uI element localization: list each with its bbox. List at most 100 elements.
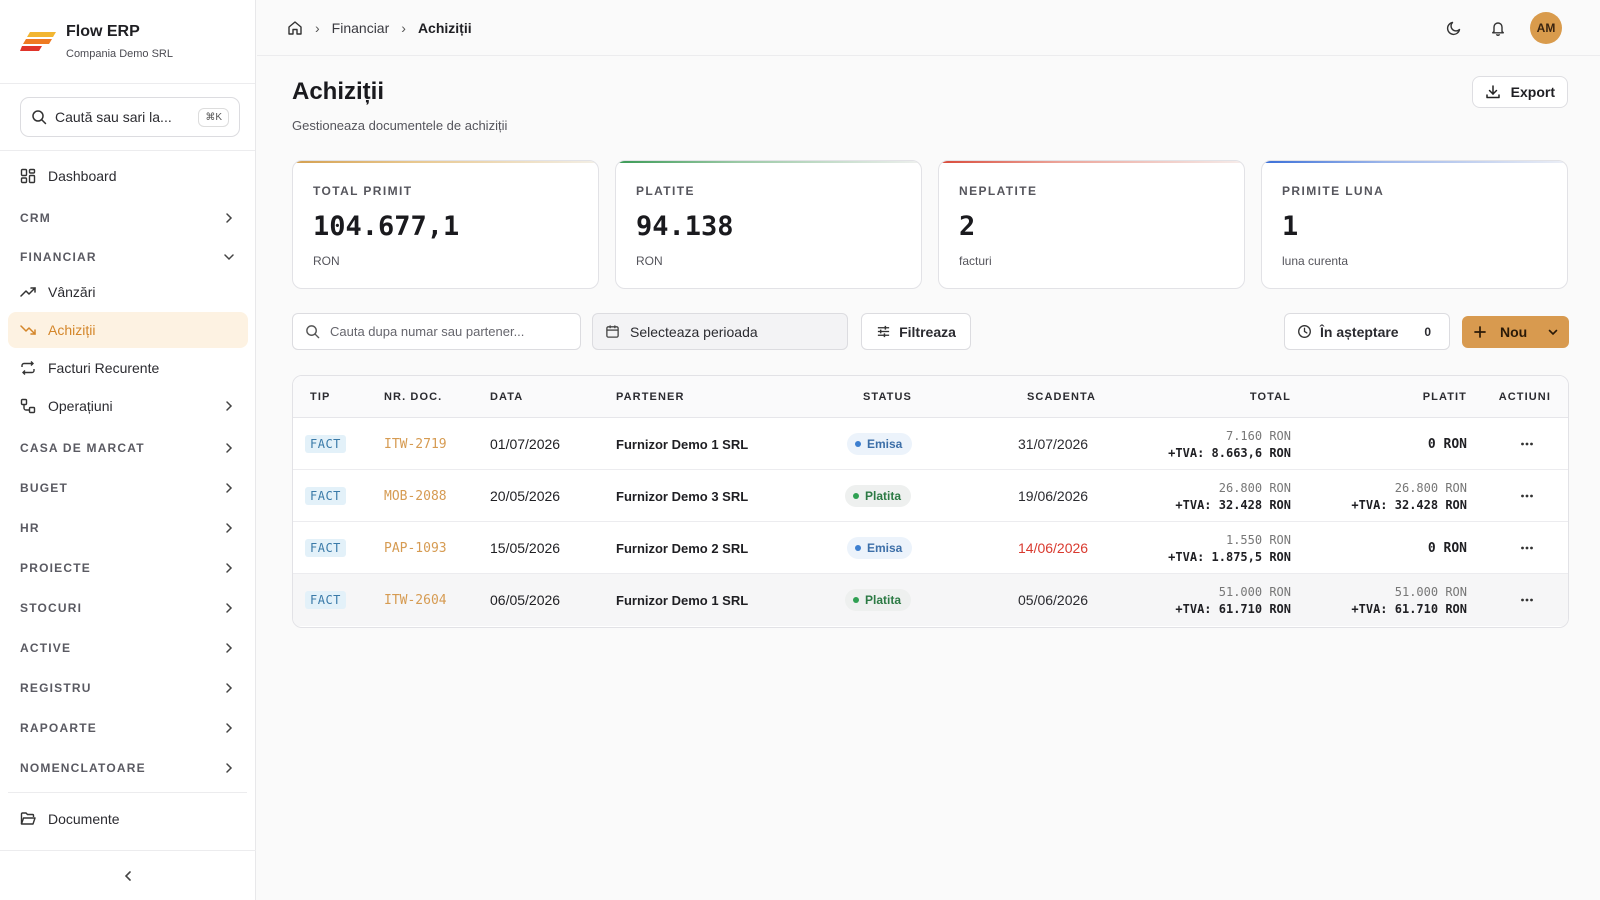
doc-number-link[interactable]: PAP-1093: [384, 540, 447, 556]
brand[interactable]: Flow ERP Compania Demo SRL: [0, 0, 255, 84]
chevron-right-icon: [226, 723, 233, 733]
sliders-icon: [877, 325, 890, 338]
column-header[interactable]: SCADENTA: [1027, 391, 1097, 403]
date-range-picker[interactable]: Selecteaza perioada: [592, 313, 848, 350]
plus-icon: [1474, 326, 1486, 338]
sidebar-item-documente[interactable]: Documente: [8, 801, 248, 837]
sidebar-item-label: Operațiuni: [48, 398, 113, 414]
table-row[interactable]: FACT MOB-2088 20/05/2026 Furnizor Demo 3…: [293, 470, 1568, 522]
stat-value: 2: [959, 211, 976, 242]
home-icon[interactable]: [287, 20, 303, 36]
status-label: Emisa: [867, 437, 903, 451]
table-row[interactable]: FACT ITW-2604 06/05/2026 Furnizor Demo 1…: [293, 574, 1568, 626]
status-label: Platita: [865, 593, 902, 607]
breadcrumb-current: Achiziții: [417, 19, 472, 36]
sidebar-section-crm[interactable]: CRM: [8, 203, 248, 233]
sidebar-item-label: Vânzări: [48, 284, 96, 300]
status-dot: [855, 545, 861, 551]
divider: [0, 150, 255, 151]
workflow-icon: [20, 398, 36, 414]
export-button[interactable]: Export: [1471, 76, 1568, 108]
dashboard-icon: [20, 168, 36, 184]
total-with-vat: +TVA: 61.710 RON: [1175, 601, 1291, 616]
column-header[interactable]: STATUS: [863, 391, 912, 403]
pending-button[interactable]: În așteptare 0: [1284, 313, 1450, 350]
sidebar-section-financiar[interactable]: FINANCIAR: [8, 242, 248, 272]
sidebar-section-nomenclatoare[interactable]: NOMENCLATOARE: [8, 753, 248, 783]
doc-date: 20/05/2026: [490, 488, 561, 504]
column-header[interactable]: PLATIT: [1422, 391, 1467, 403]
doc-number-link[interactable]: ITW-2604: [384, 592, 447, 608]
chevron-right-icon: [226, 443, 233, 453]
status-dot: [855, 441, 861, 447]
document-search[interactable]: [292, 313, 581, 350]
global-search[interactable]: Caută sau sari la... ⌘K: [20, 97, 240, 137]
chevron-right-icon: [226, 401, 233, 411]
brand-name: Flow ERP: [66, 23, 140, 40]
doc-type-tag: FACT: [305, 435, 346, 453]
column-header[interactable]: TIP: [310, 391, 331, 403]
more-actions-icon[interactable]: [1520, 541, 1534, 555]
doc-number-link[interactable]: MOB-2088: [384, 488, 447, 504]
status-label: Platita: [865, 489, 902, 503]
sidebar-section-buget[interactable]: BUGET: [8, 473, 248, 503]
new-label: Nou: [1500, 324, 1528, 340]
table-header: TIP NR. DOC. DATA PARTENER STATUS SCADEN…: [293, 376, 1568, 418]
avatar[interactable]: AM: [1530, 12, 1562, 44]
table-row[interactable]: FACT ITW-2719 01/07/2026 Furnizor Demo 1…: [293, 418, 1568, 470]
chevron-right-icon: [226, 603, 233, 613]
bell-icon: [1492, 22, 1504, 36]
doc-date: 01/07/2026: [490, 436, 561, 452]
paid-value: 0 RON: [1427, 436, 1467, 452]
paid-with-vat: +TVA: 61.710 RON: [1351, 601, 1467, 616]
more-actions-icon[interactable]: [1520, 489, 1534, 503]
sidebar-section-active[interactable]: ACTIVE: [8, 633, 248, 663]
purchases-table: TIP NR. DOC. DATA PARTENER STATUS SCADEN…: [292, 375, 1569, 628]
doc-number-link[interactable]: ITW-2719: [384, 436, 447, 452]
sidebar-item-achizitii[interactable]: Achiziții: [8, 312, 248, 348]
total-net: 26.800 RON: [1218, 480, 1291, 495]
more-actions-icon[interactable]: [1520, 593, 1534, 607]
chevron-down-icon: [1548, 329, 1558, 336]
table-row[interactable]: FACT PAP-1093 15/05/2026 Furnizor Demo 2…: [293, 522, 1568, 574]
document-search-input[interactable]: [330, 324, 560, 339]
stat-label: PLATITE: [636, 184, 695, 198]
notifications-button[interactable]: [1486, 16, 1510, 40]
sidebar-item-dashboard[interactable]: Dashboard: [8, 158, 248, 194]
status-badge: Platita: [845, 485, 912, 507]
breadcrumb-financiar[interactable]: Financiar: [331, 19, 390, 36]
column-header[interactable]: TOTAL: [1249, 391, 1291, 403]
stat-card-neplatite: NEPLATITE 2 facturi: [938, 160, 1245, 289]
moon-icon: [1446, 21, 1461, 36]
sidebar-item-facturi-recurente[interactable]: Facturi Recurente: [8, 350, 248, 386]
chevron-down-icon: [224, 254, 234, 261]
sidebar-section-hr[interactable]: HR: [8, 513, 248, 543]
more-actions-icon[interactable]: [1520, 437, 1534, 451]
stat-unit: luna curenta: [1282, 254, 1349, 268]
theme-toggle-button[interactable]: [1442, 16, 1466, 40]
sidebar-section-registru[interactable]: REGISTRU: [8, 673, 248, 703]
sidebar-section-casa-de-marcat[interactable]: CASA DE MARCAT: [8, 433, 248, 463]
column-header[interactable]: NR. DOC.: [384, 391, 443, 403]
download-icon: [1485, 85, 1500, 99]
paid-with-vat: +TVA: 32.428 RON: [1351, 497, 1467, 512]
doc-type-tag: FACT: [305, 539, 346, 557]
chevron-right-icon: ›: [315, 19, 320, 36]
sidebar-item-operatiuni[interactable]: Operațiuni: [8, 388, 248, 424]
status-badge: Platita: [845, 589, 912, 611]
column-header[interactable]: PARTENER: [616, 391, 685, 403]
sidebar-section-proiecte[interactable]: PROIECTE: [8, 553, 248, 583]
sidebar-section-rapoarte[interactable]: RAPOARTE: [8, 713, 248, 743]
due-date: 19/06/2026: [1018, 488, 1089, 504]
sidebar-collapse-button[interactable]: [0, 850, 256, 900]
sidebar-section-stocuri[interactable]: STOCURI: [8, 593, 248, 623]
chevron-right-icon: [226, 523, 233, 533]
filter-button[interactable]: Filtreaza: [861, 313, 971, 350]
new-document-button[interactable]: Nou: [1462, 316, 1569, 348]
doc-type-tag: FACT: [305, 591, 346, 609]
due-date-overdue: 14/06/2026: [1018, 540, 1089, 556]
sidebar-section-label: STOCURI: [20, 601, 83, 615]
chevron-right-icon: [226, 563, 233, 573]
sidebar-item-vanzari[interactable]: Vânzări: [8, 274, 248, 310]
column-header[interactable]: DATA: [490, 391, 524, 403]
